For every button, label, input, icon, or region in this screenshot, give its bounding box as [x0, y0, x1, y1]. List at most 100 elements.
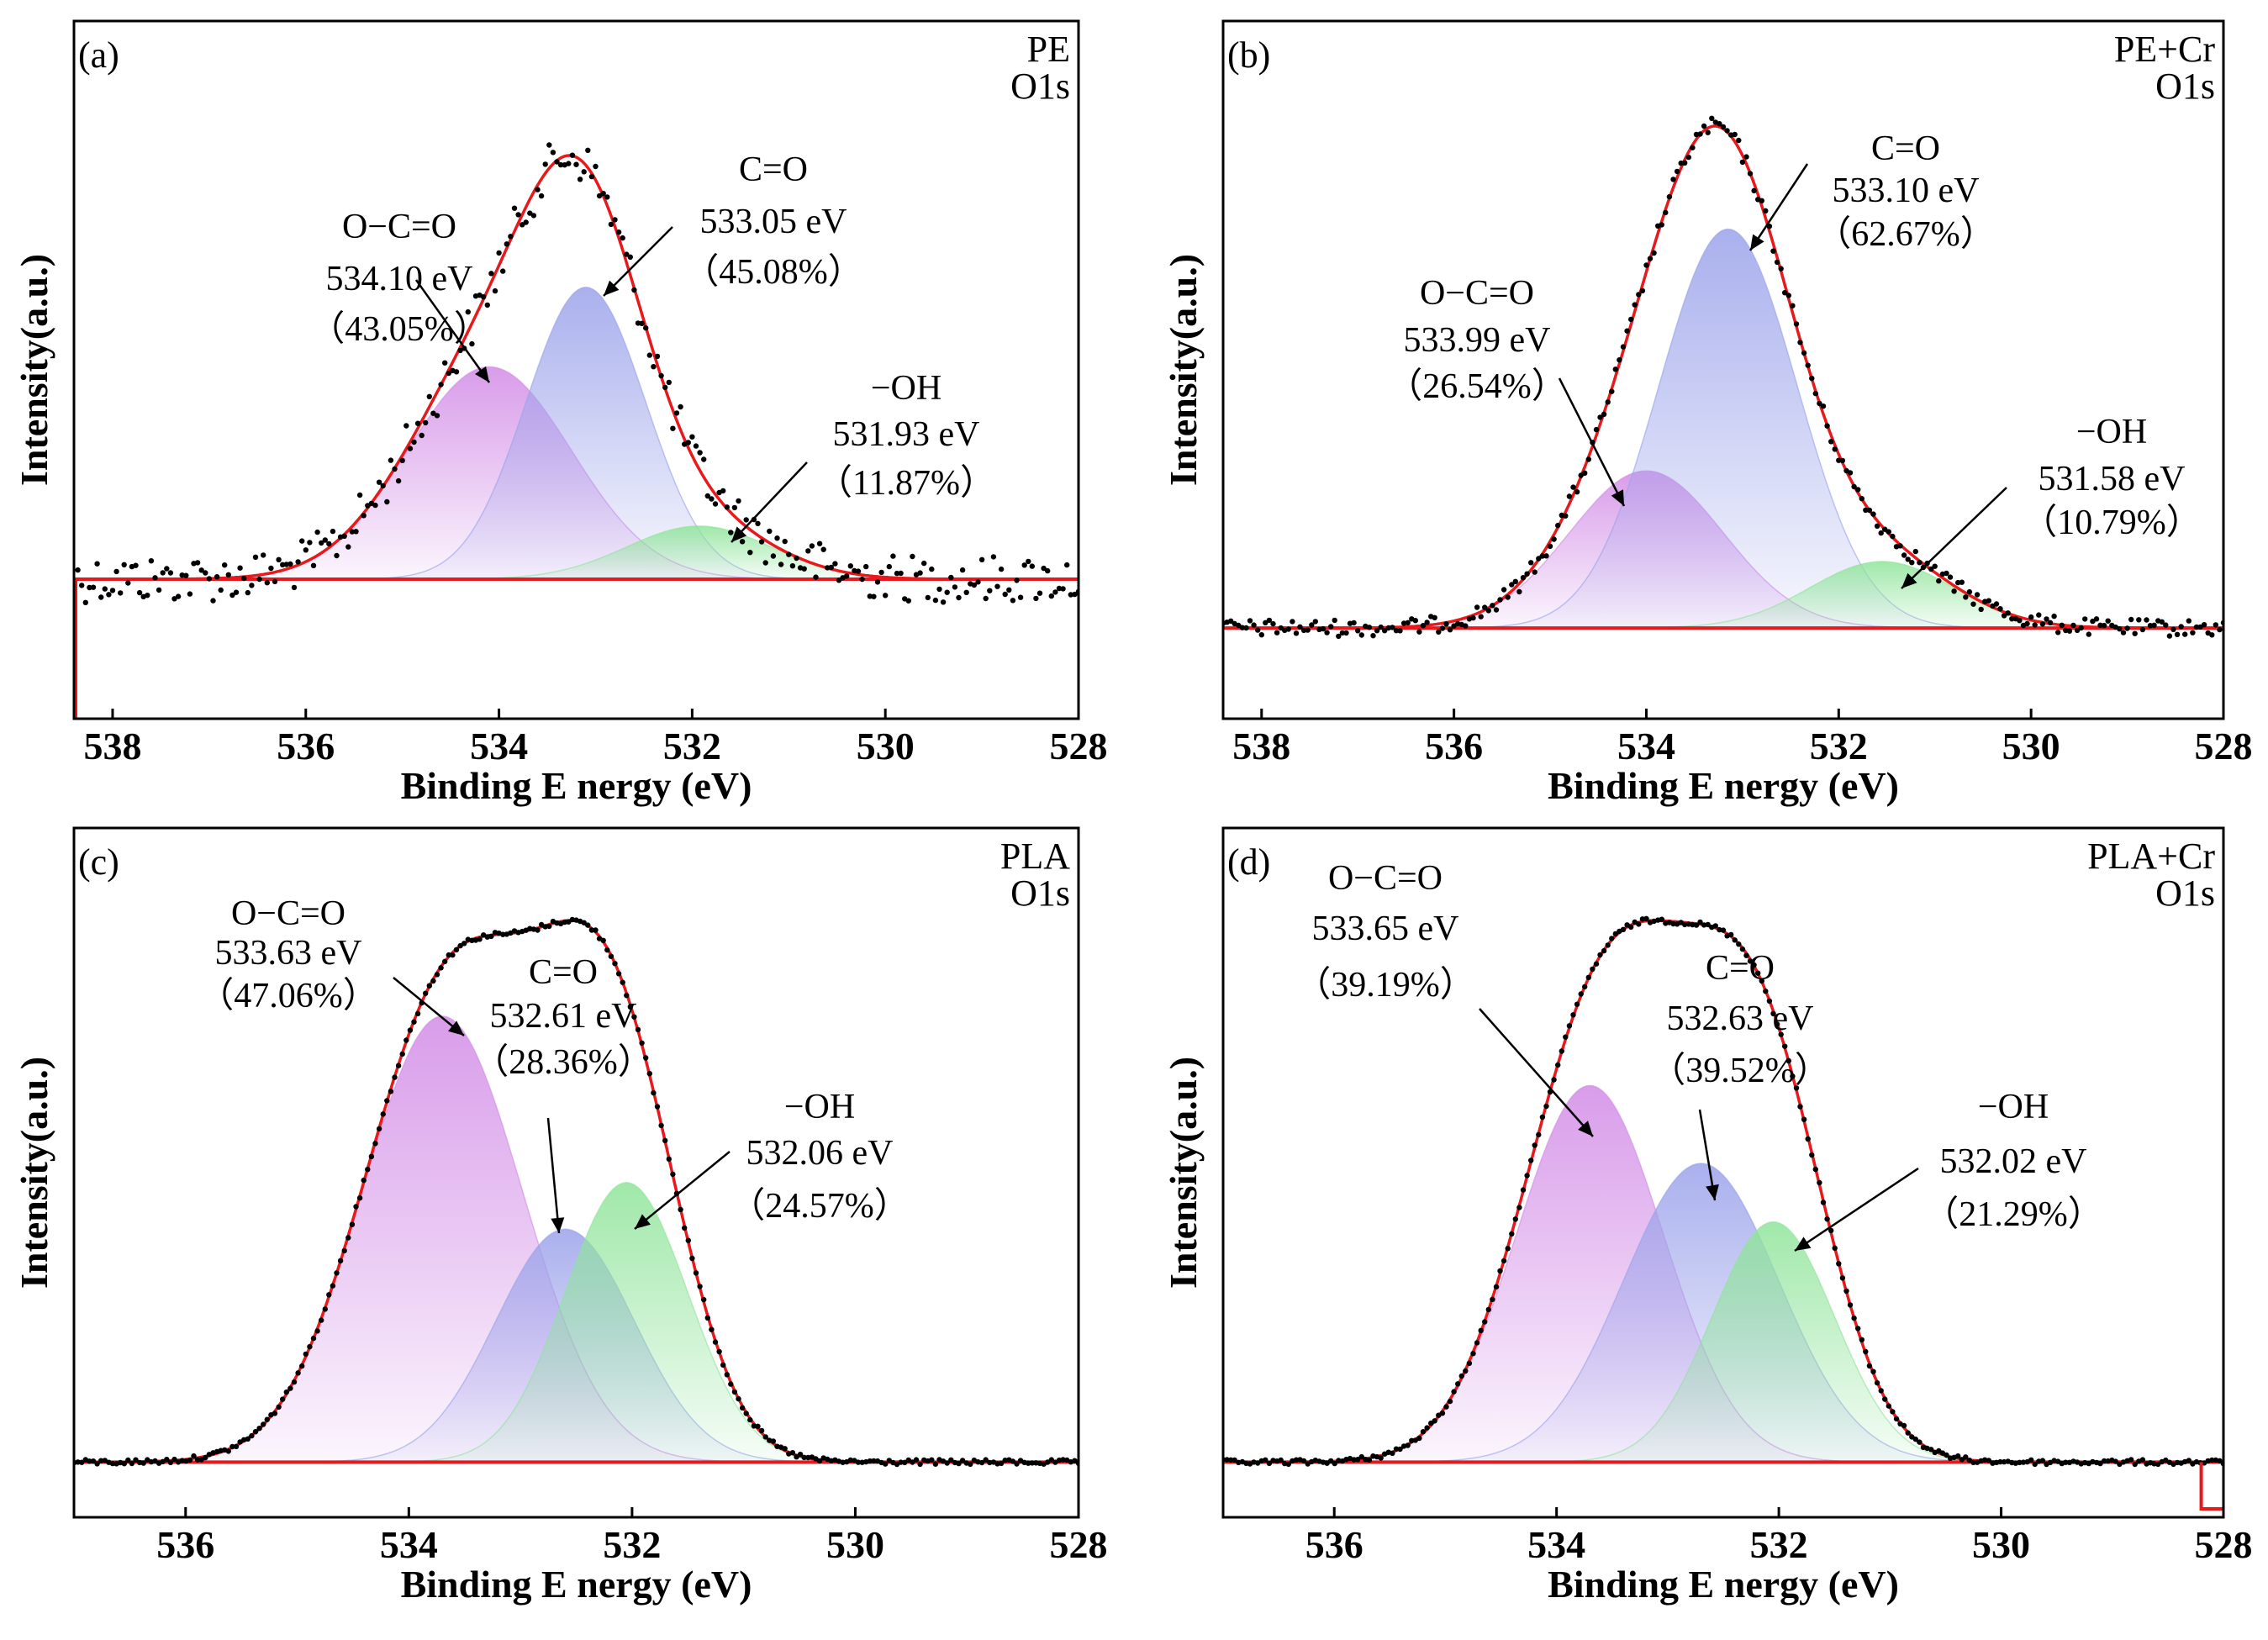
data-point	[272, 578, 278, 584]
data-point	[1297, 624, 1303, 630]
data-point	[593, 927, 599, 933]
data-point	[1843, 1288, 1849, 1295]
data-point	[2147, 623, 2154, 629]
data-point	[504, 241, 509, 247]
x-tick-label: 534	[1527, 1523, 1585, 1566]
data-point	[1817, 400, 1822, 407]
data-point	[1582, 470, 1588, 476]
data-point	[596, 192, 603, 199]
data-point	[1466, 1360, 1473, 1367]
data-point	[1720, 927, 1727, 933]
data-point	[1539, 553, 1546, 559]
data-point	[2217, 626, 2223, 633]
peak-percent: （47.06%）	[198, 977, 378, 1015]
data-point	[530, 213, 537, 219]
data-point	[1674, 168, 1680, 175]
data-point	[902, 1459, 908, 1466]
data-point	[303, 1351, 309, 1358]
data-point	[2132, 1461, 2138, 1468]
peak-energy: 532.02 eV	[1940, 1142, 2087, 1181]
peak-annotation: O−C=O 534.10 eV （43.05%）	[309, 208, 491, 383]
data-point	[500, 268, 506, 274]
panel-a: 538 536 534 532 530 528 Binding E nergy (eV) In…	[13, 19, 1108, 807]
data-point	[2039, 1458, 2046, 1463]
data-point	[2036, 612, 2042, 618]
data-point	[1493, 1284, 1500, 1290]
data-point	[1947, 574, 1954, 580]
peak-name: −OH	[784, 1088, 855, 1126]
panel-c: 536 534 532 530 528 Binding E nergy (eV) Inten…	[13, 826, 1108, 1606]
data-point	[731, 1389, 738, 1395]
data-point	[1458, 1373, 1465, 1379]
data-point	[1300, 1458, 1307, 1464]
data-point	[75, 1459, 81, 1465]
data-point	[1493, 607, 1500, 613]
data-point	[670, 425, 676, 431]
data-point	[1666, 193, 1673, 200]
data-point	[646, 1071, 652, 1077]
data-point	[2182, 631, 2188, 637]
x-tick-label: 538	[1232, 725, 1290, 767]
data-point	[1470, 1351, 1476, 1357]
data-point	[98, 594, 104, 600]
data-point	[256, 576, 262, 583]
data-point	[160, 570, 166, 576]
data-point	[1974, 592, 1981, 598]
data-point	[368, 1153, 375, 1160]
data-point	[801, 566, 807, 572]
data-point	[1451, 1389, 1457, 1395]
data-point	[693, 1270, 699, 1276]
data-point	[1309, 622, 1315, 628]
data-point	[1021, 562, 1027, 568]
data-point	[1524, 1173, 1530, 1179]
data-point	[1797, 340, 1803, 345]
data-point	[739, 539, 746, 545]
data-point	[2051, 613, 2057, 620]
data-point	[585, 147, 591, 153]
data-point	[1266, 617, 1273, 624]
data-point	[376, 479, 382, 485]
data-point	[612, 217, 618, 223]
data-point	[310, 1335, 317, 1342]
data-point	[956, 594, 962, 601]
data-point	[438, 382, 444, 388]
fit-envelope	[74, 154, 1079, 581]
data-point	[341, 1247, 347, 1254]
data-point	[500, 931, 506, 937]
data-point	[689, 1255, 695, 1262]
x-tick-label: 530	[826, 1523, 884, 1566]
data-point	[1412, 618, 1419, 624]
annotation-arrow-head	[604, 280, 620, 296]
data-point	[816, 1458, 823, 1464]
data-point	[1512, 578, 1519, 584]
data-point	[1064, 562, 1070, 568]
peak-name: −OH	[2076, 413, 2147, 451]
data-point	[426, 983, 432, 989]
data-point	[1963, 594, 1969, 600]
data-point	[1501, 1258, 1507, 1264]
data-point	[898, 570, 904, 577]
data-point	[2209, 632, 2215, 638]
data-point	[1805, 362, 1811, 368]
data-point	[384, 1098, 390, 1104]
data-point	[1390, 1450, 1395, 1457]
data-point	[1026, 558, 1031, 565]
data-point	[709, 496, 715, 502]
sample-title: PLA	[1000, 836, 1070, 877]
peak-name: C=O	[1871, 129, 1940, 168]
data-point	[477, 936, 483, 942]
data-point	[1485, 608, 1492, 614]
panel-label: (c)	[78, 841, 119, 883]
data-point	[1882, 1396, 1888, 1402]
annotation-arrow-line	[1748, 163, 1809, 251]
data-point	[349, 529, 356, 535]
data-point	[2032, 622, 2038, 628]
data-point	[894, 570, 900, 577]
data-point	[1932, 563, 1938, 569]
peak-percent: （43.05%）	[309, 310, 489, 349]
data-point	[287, 561, 293, 567]
data-point	[1747, 171, 1754, 177]
data-point	[2193, 624, 2200, 630]
data-point	[1959, 579, 1965, 585]
data-point	[1901, 552, 1907, 558]
